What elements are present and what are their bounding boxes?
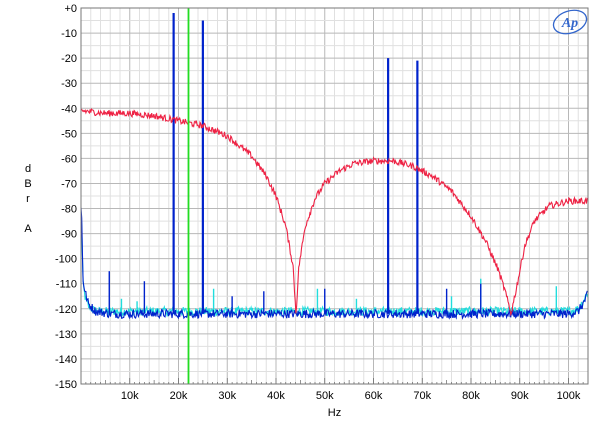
plot-border bbox=[80, 7, 589, 385]
series-red-line bbox=[80, 108, 589, 317]
series-blue-line bbox=[80, 207, 588, 320]
y-tick-label: -150 bbox=[55, 379, 77, 391]
y-axis-label-char: A bbox=[24, 223, 32, 235]
x-axis-label: Hz bbox=[328, 407, 341, 419]
series-cyan bbox=[80, 212, 589, 318]
y-tick-label: -120 bbox=[55, 304, 77, 316]
series-cyan-line bbox=[80, 212, 589, 318]
x-tick-label: 40k bbox=[267, 390, 285, 402]
x-tick-label: 20k bbox=[170, 390, 188, 402]
x-tick-label: 30k bbox=[218, 390, 236, 402]
ap-logo: Ap bbox=[552, 9, 588, 35]
y-axis-label-char: r bbox=[26, 193, 30, 205]
y-tick-label: -70 bbox=[61, 178, 77, 190]
y-axis-label-char: d bbox=[24, 163, 32, 175]
series-group bbox=[80, 13, 589, 320]
ap-logo-text: Ap bbox=[561, 16, 578, 31]
y-axis-label-char: B bbox=[24, 178, 32, 190]
x-tick-label: 90k bbox=[511, 390, 529, 402]
y-tick-label: -60 bbox=[61, 153, 77, 165]
ap-logo-ring bbox=[552, 9, 588, 35]
x-tick-label: 50k bbox=[316, 390, 334, 402]
y-tick-label: -50 bbox=[61, 128, 77, 140]
x-tick-label: 60k bbox=[365, 390, 383, 402]
y-tick-label: -100 bbox=[55, 254, 77, 266]
x-tick-label: 10k bbox=[121, 390, 139, 402]
y-tick-label: -20 bbox=[61, 53, 77, 65]
y-tick-label: -80 bbox=[61, 204, 77, 216]
y-tick-label: -140 bbox=[55, 354, 77, 366]
y-tick-label: -90 bbox=[61, 229, 77, 241]
y-tick-label: -30 bbox=[61, 78, 77, 90]
y-tick-label: -110 bbox=[56, 279, 77, 291]
y-tick-label: -10 bbox=[61, 28, 77, 40]
series-red bbox=[80, 108, 589, 317]
y-tick-label: -130 bbox=[55, 329, 77, 341]
x-tick-label: 80k bbox=[462, 390, 480, 402]
series-blue bbox=[80, 13, 588, 320]
y-tick-label: +0 bbox=[64, 3, 77, 15]
x-tick-label: 70k bbox=[413, 390, 431, 402]
y-tick-label: -40 bbox=[61, 103, 77, 115]
x-tick-label: 100k bbox=[557, 390, 581, 402]
